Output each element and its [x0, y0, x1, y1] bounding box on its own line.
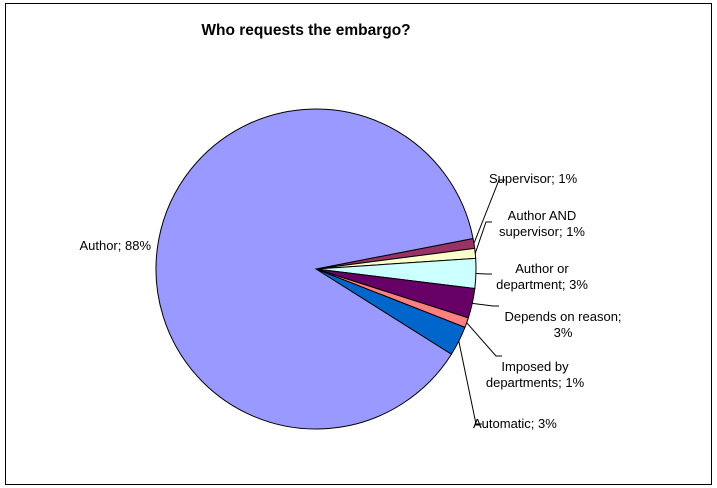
pie-chart: Supervisor; 1% Author AND supervisor; 1% … — [79, 108, 622, 431]
chart-title: Who requests the embargo? — [201, 22, 411, 39]
leader-line-depends-on-reason — [472, 302, 499, 307]
label-author: Author; 88% — [79, 238, 151, 253]
label-author-or-department: Author or department; 3% — [496, 261, 588, 292]
label-depends-on-reason: Depends on reason; 3% — [504, 309, 621, 340]
label-author-and-supervisor: Author AND supervisor; 1% — [499, 208, 585, 239]
pie-slice-author — [155, 108, 474, 430]
leader-line-author-or-department — [475, 273, 492, 275]
chart-frame: Who requests the embargo? Supervisor; 1%… — [5, 3, 712, 485]
leader-line-automatic — [458, 340, 482, 425]
leader-line-supervisor — [473, 179, 505, 244]
label-supervisor: Supervisor; 1% — [489, 171, 578, 186]
leader-line-author-and-supervisor — [474, 221, 492, 254]
label-automatic: Automatic; 3% — [473, 416, 557, 431]
leader-line-imposed-by-departments — [466, 322, 502, 357]
label-imposed-by-departments: Imposed by departments; 1% — [486, 359, 585, 390]
